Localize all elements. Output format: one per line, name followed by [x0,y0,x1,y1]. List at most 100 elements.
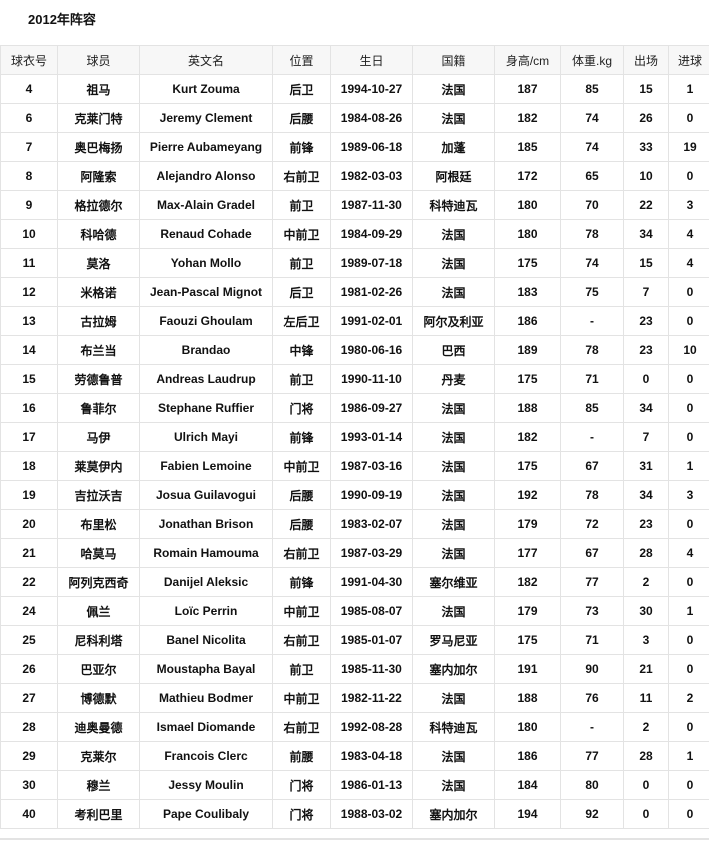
table-row: 8 阿隆索 Alejandro Alonso 右前卫 1982-03-03 阿根廷 172 6… [0,161,709,191]
birthday-cell: 1987-03-29 [330,538,413,568]
weight-cell: 78 [560,480,624,510]
nationality-cell: 法国 [412,103,495,133]
english-name-cell: Jonathan Brison [139,509,273,539]
nationality-cell: 法国 [412,219,495,249]
position-cell: 前锋 [272,132,331,162]
position-cell: 前卫 [272,654,331,684]
height-cell: 175 [494,248,561,278]
birthday-cell: 1989-06-18 [330,132,413,162]
player-name-cell: 布兰当 [57,335,140,365]
english-name-cell: Max-Alain Gradel [139,190,273,220]
table-row: 14 布兰当 Brandao 中锋 1980-06-16 巴西 189 78 23 10 [0,335,709,365]
nationality-cell: 法国 [412,393,495,423]
nationality-cell: 法国 [412,538,495,568]
player-name-cell: 劳德鲁普 [57,364,140,394]
table-row: 40 考利巴里 Pape Coulibaly 门将 1988-03-02 塞内加尔 194 9… [0,799,709,829]
appearances-cell: 0 [623,799,669,829]
position-cell: 前腰 [272,741,331,771]
goals-cell: 4 [668,538,709,568]
appearances-cell: 10 [623,161,669,191]
position-cell: 后腰 [272,480,331,510]
weight-cell: 77 [560,567,624,597]
appearances-cell: 34 [623,480,669,510]
goals-cell: 0 [668,161,709,191]
weight-cell: 85 [560,393,624,423]
table-row: 19 吉拉沃吉 Josua Guilavogui 后腰 1990-09-19 法国 192 7… [0,480,709,510]
weight-cell: 71 [560,625,624,655]
nationality-cell: 塞内加尔 [412,799,495,829]
goals-cell: 0 [668,422,709,452]
table-row: 17 马伊 Ulrich Mayi 前锋 1993-01-14 法国 182-7 0 [0,422,709,452]
position-cell: 中锋 [272,335,331,365]
appearances-cell: 21 [623,654,669,684]
table-row: 18 莱莫伊内 Fabien Lemoine 中前卫 1987-03-16 法国 175 67… [0,451,709,481]
appearances-cell: 2 [623,712,669,742]
player-name-cell: 科哈德 [57,219,140,249]
english-name-cell: Pierre Aubameyang [139,132,273,162]
appearances-cell: 23 [623,509,669,539]
goals-cell: 0 [668,799,709,829]
appearances-cell: 34 [623,393,669,423]
height-cell: 175 [494,364,561,394]
position-cell: 右前卫 [272,712,331,742]
position-cell: 后腰 [272,509,331,539]
position-cell: 后卫 [272,74,331,104]
weight-cell: 90 [560,654,624,684]
appearances-cell: 15 [623,74,669,104]
birthday-cell: 1993-01-14 [330,422,413,452]
english-name-cell: Mathieu Bodmer [139,683,273,713]
squad-table: 球衣号 球员 英文名 位置 生日 国籍 身高/cm 体重.kg 出场 进球 4 祖马 Kurt Zou… [0,45,709,829]
table-row: 21 哈莫马 Romain Hamouma 右前卫 1987-03-29 法国 177 67 2… [0,538,709,568]
player-name-cell: 穆兰 [57,770,140,800]
height-cell: 184 [494,770,561,800]
jersey-number-cell: 22 [0,567,58,597]
birthday-cell: 1986-01-13 [330,770,413,800]
table-row: 29 克莱尔 Francois Clerc 前腰 1983-04-18 法国 186 77 28… [0,741,709,771]
appearances-cell: 3 [623,625,669,655]
nationality-cell: 加蓬 [412,132,495,162]
position-cell: 右前卫 [272,161,331,191]
jersey-number-cell: 10 [0,219,58,249]
goals-cell: 0 [668,567,709,597]
weight-cell: 85 [560,74,624,104]
birthday-cell: 1994-10-27 [330,74,413,104]
weight-cell: 92 [560,799,624,829]
jersey-number-cell: 14 [0,335,58,365]
table-row: 30 穆兰 Jessy Moulin 门将 1986-01-13 法国 184 80 0 0 [0,770,709,800]
english-name-cell: Romain Hamouma [139,538,273,568]
height-cell: 182 [494,103,561,133]
table-row: 10 科哈德 Renaud Cohade 中前卫 1984-09-29 法国 180 78 34… [0,219,709,249]
position-cell: 右前卫 [272,538,331,568]
position-cell: 中前卫 [272,219,331,249]
table-row: 28 迪奥曼德 Ismael Diomande 右前卫 1992-08-28 科特迪瓦 18… [0,712,709,742]
appearances-cell: 26 [623,103,669,133]
birthday-cell: 1982-11-22 [330,683,413,713]
jersey-number-cell: 24 [0,596,58,626]
height-cell: 188 [494,683,561,713]
player-name-cell: 鲁菲尔 [57,393,140,423]
player-name-cell: 格拉德尔 [57,190,140,220]
goals-cell: 0 [668,103,709,133]
player-name-cell: 阿隆索 [57,161,140,191]
nationality-cell: 法国 [412,74,495,104]
appearances-cell: 7 [623,277,669,307]
player-name-cell: 阿列克西奇 [57,567,140,597]
player-name-cell: 佩兰 [57,596,140,626]
birthday-cell: 1987-11-30 [330,190,413,220]
nationality-cell: 法国 [412,596,495,626]
goals-cell: 4 [668,219,709,249]
column-header-nationality: 国籍 [412,45,495,75]
goals-cell: 1 [668,74,709,104]
player-name-cell: 迪奥曼德 [57,712,140,742]
height-cell: 185 [494,132,561,162]
nationality-cell: 法国 [412,480,495,510]
table-body: 4 祖马 Kurt Zouma 后卫 1994-10-27 法国 187 85 15 1 6 克莱门特… [0,74,709,829]
nationality-cell: 法国 [412,509,495,539]
jersey-number-cell: 7 [0,132,58,162]
goals-cell: 0 [668,364,709,394]
player-name-cell: 莱莫伊内 [57,451,140,481]
position-cell: 中前卫 [272,596,331,626]
appearances-cell: 0 [623,770,669,800]
height-cell: 183 [494,277,561,307]
weight-cell: 65 [560,161,624,191]
